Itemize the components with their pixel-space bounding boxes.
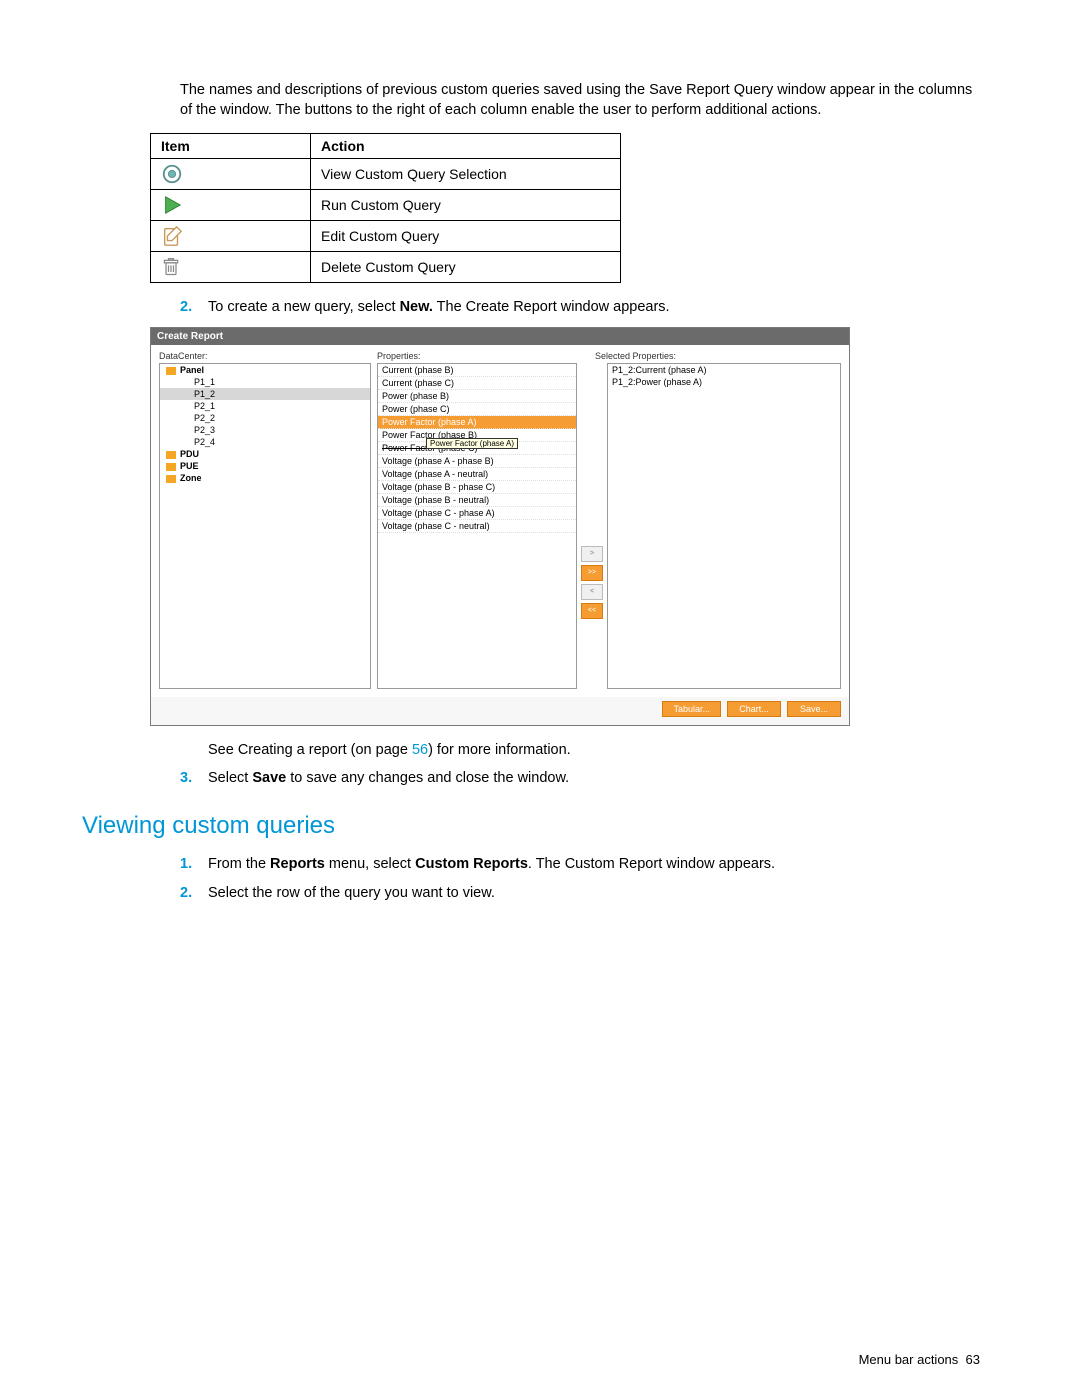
save-button[interactable]: Save... <box>787 701 841 717</box>
page-link[interactable]: 56 <box>412 742 428 758</box>
properties-list[interactable]: Current (phase B)Current (phase C)Power … <box>377 363 577 689</box>
action-cell: Delete Custom Query <box>311 251 621 282</box>
property-item[interactable]: Current (phase C) <box>378 377 576 390</box>
transfer-button[interactable]: < <box>581 584 603 600</box>
transfer-button[interactable]: >> <box>581 565 603 581</box>
step-number: 3. <box>180 768 208 788</box>
table-row: View Custom Query Selection <box>151 158 621 189</box>
table-row: Delete Custom Query <box>151 251 621 282</box>
see-text: See Creating a report (on page <box>208 742 412 758</box>
tooltip: Power Factor (phase A) <box>426 438 518 449</box>
tree-item[interactable]: P1_1 <box>160 376 370 388</box>
step-text: The Create Report window appears. <box>433 299 670 315</box>
step-bold: Custom Reports <box>415 856 528 872</box>
chart-button[interactable]: Chart... <box>727 701 781 717</box>
step-text: menu, select <box>325 856 415 872</box>
edit-icon <box>151 220 311 251</box>
footer-page-number: 63 <box>966 1352 980 1367</box>
window-titlebar: Create Report <box>151 328 849 345</box>
page-footer: Menu bar actions 63 <box>859 1352 980 1367</box>
selected-property-item[interactable]: P1_2:Current (phase A) <box>608 364 840 376</box>
step-text: Select <box>208 770 252 786</box>
step-3: 3. Select Save to save any changes and c… <box>180 768 980 788</box>
property-item[interactable]: Power Factor (phase A) <box>378 416 576 429</box>
step-2: 2. To create a new query, select New. Th… <box>180 297 980 317</box>
step-number: 2. <box>180 883 208 903</box>
view-step-1: 1. From the Reports menu, select Custom … <box>180 854 980 874</box>
label-datacenter: DataCenter: <box>159 351 377 361</box>
eye-icon <box>151 158 311 189</box>
table-row: Run Custom Query <box>151 189 621 220</box>
table-header-action: Action <box>311 133 621 158</box>
step-number: 2. <box>180 297 208 317</box>
step-text: Select the row of the query you want to … <box>208 883 980 903</box>
actions-table: Item Action View Custom Query SelectionR… <box>150 133 621 283</box>
see-text: ) for more information. <box>428 742 571 758</box>
property-item[interactable]: Voltage (phase B - phase C) <box>378 481 576 494</box>
tree-item[interactable]: P2_3 <box>160 424 370 436</box>
label-selected: Selected Properties: <box>595 351 841 361</box>
step-bold: Reports <box>270 856 325 872</box>
see-creating-report: See Creating a report (on page 56) for m… <box>180 740 980 760</box>
label-properties: Properties: <box>377 351 595 361</box>
property-item[interactable]: Power (phase B) <box>378 390 576 403</box>
property-item[interactable]: Voltage (phase A - neutral) <box>378 468 576 481</box>
tree-item[interactable]: P2_4 <box>160 436 370 448</box>
section-heading-viewing-queries: Viewing custom queries <box>82 812 980 840</box>
selected-property-item[interactable]: P1_2:Power (phase A) <box>608 376 840 388</box>
tree-item[interactable]: Zone <box>160 472 370 484</box>
property-item[interactable]: Voltage (phase B - neutral) <box>378 494 576 507</box>
tree-item[interactable]: PDU <box>160 448 370 460</box>
property-item[interactable]: Current (phase B) <box>378 364 576 377</box>
tree-item[interactable]: P2_1 <box>160 400 370 412</box>
property-item[interactable]: Voltage (phase C - phase A) <box>378 507 576 520</box>
step-text: From the <box>208 856 270 872</box>
tree-item[interactable]: PUE <box>160 460 370 472</box>
step-text: To create a new query, select <box>208 299 400 315</box>
property-item[interactable]: Voltage (phase A - phase B) <box>378 455 576 468</box>
table-header-item: Item <box>151 133 311 158</box>
tabular-button[interactable]: Tabular... <box>662 701 721 717</box>
property-item[interactable]: Power (phase C) <box>378 403 576 416</box>
action-cell: Edit Custom Query <box>311 220 621 251</box>
tree-item[interactable]: Panel <box>160 364 370 376</box>
step-text: to save any changes and close the window… <box>286 770 569 786</box>
selected-properties-list[interactable]: P1_2:Current (phase A)P1_2:Power (phase … <box>607 363 841 689</box>
tree-item[interactable]: P1_2 <box>160 388 370 400</box>
step-bold: Save <box>252 770 286 786</box>
delete-icon <box>151 251 311 282</box>
create-report-screenshot: Create Report DataCenter: Properties: Se… <box>150 327 980 726</box>
action-cell: View Custom Query Selection <box>311 158 621 189</box>
transfer-button[interactable]: > <box>581 546 603 562</box>
datacenter-tree[interactable]: PanelP1_1P1_2P2_1P2_2P2_3P2_4PDUPUEZone <box>159 363 371 689</box>
intro-paragraph: The names and descriptions of previous c… <box>180 80 980 121</box>
footer-text: Menu bar actions <box>859 1352 959 1367</box>
play-icon <box>151 189 311 220</box>
step-number: 1. <box>180 854 208 874</box>
transfer-button[interactable]: << <box>581 603 603 619</box>
view-step-2: 2. Select the row of the query you want … <box>180 883 980 903</box>
table-row: Edit Custom Query <box>151 220 621 251</box>
step-bold: New. <box>400 299 433 315</box>
action-cell: Run Custom Query <box>311 189 621 220</box>
property-item[interactable]: Voltage (phase C - neutral) <box>378 520 576 533</box>
step-text: . The Custom Report window appears. <box>528 856 775 872</box>
tree-item[interactable]: P2_2 <box>160 412 370 424</box>
